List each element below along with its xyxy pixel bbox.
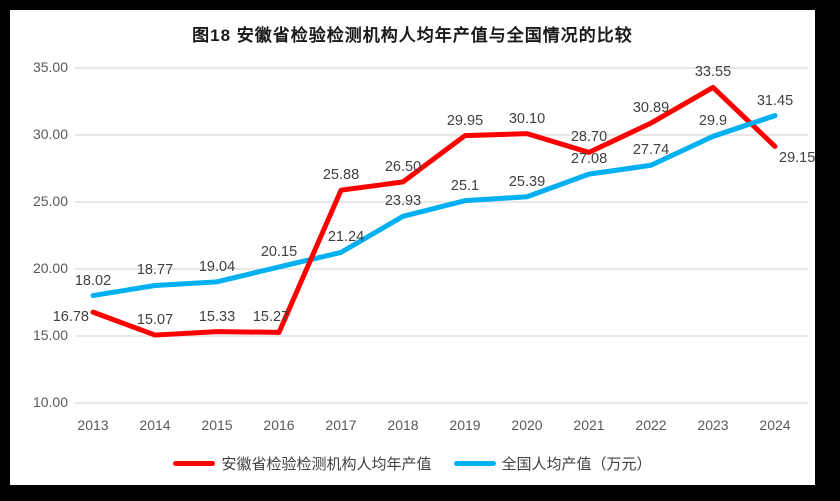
data-label-anhui: 30.10 bbox=[508, 110, 546, 127]
data-label-anhui: 15.07 bbox=[136, 312, 174, 329]
data-label-anhui: 29.95 bbox=[446, 112, 484, 129]
y-axis-tick: 15.00 bbox=[32, 327, 68, 343]
data-label-national: 23.93 bbox=[384, 193, 422, 210]
chart-card: 图18 安徽省检验检测机构人均年产值与全国情况的比较 35.00 30.00 25.… bbox=[10, 10, 815, 485]
x-axis-label: 2016 bbox=[263, 417, 295, 433]
legend-swatch-national bbox=[453, 461, 496, 466]
legend-swatch-anhui bbox=[173, 461, 216, 466]
legend-label-national: 全国人均产值（万元） bbox=[501, 456, 652, 473]
line-chart-plot-area bbox=[75, 67, 808, 404]
y-axis-tick: 25.00 bbox=[32, 193, 68, 209]
data-label-anhui: 25.88 bbox=[322, 167, 360, 184]
x-axis-label: 2017 bbox=[325, 417, 357, 433]
data-label-anhui: 33.55 bbox=[694, 64, 732, 81]
y-axis-tick: 20.00 bbox=[32, 260, 68, 276]
data-label-national: 25.39 bbox=[508, 173, 546, 190]
x-axis-label: 2024 bbox=[759, 417, 791, 433]
data-label-anhui: 16.78 bbox=[52, 309, 89, 326]
data-label-national: 18.02 bbox=[74, 272, 112, 289]
data-label-anhui: 26.50 bbox=[384, 158, 422, 175]
x-axis-label: 2018 bbox=[387, 417, 419, 433]
chart-title: 图18 安徽省检验检测机构人均年产值与全国情况的比较 bbox=[192, 26, 633, 45]
x-axis-label: 2022 bbox=[635, 417, 667, 433]
data-label-national: 31.45 bbox=[756, 92, 794, 109]
x-axis-label: 2020 bbox=[511, 417, 543, 433]
data-label-national: 21.24 bbox=[327, 229, 365, 246]
y-axis-tick: 10.00 bbox=[32, 394, 68, 410]
data-label-anhui: 30.89 bbox=[632, 100, 670, 117]
x-axis-label: 2023 bbox=[697, 417, 729, 433]
data-label-national: 18.77 bbox=[136, 262, 174, 279]
chart-legend: 安徽省检验检测机构人均年产值 全国人均产值（万元） bbox=[10, 453, 815, 474]
x-axis-label: 2019 bbox=[449, 417, 481, 433]
data-label-national: 25.1 bbox=[450, 177, 480, 194]
data-label-national: 27.74 bbox=[632, 142, 670, 159]
data-label-national: 29.9 bbox=[698, 113, 728, 130]
x-axis-label: 2014 bbox=[139, 417, 171, 433]
data-label-national: 19.04 bbox=[198, 258, 236, 275]
data-label-national: 27.08 bbox=[570, 151, 608, 168]
y-axis-tick: 30.00 bbox=[32, 126, 68, 142]
x-axis-label: 2015 bbox=[201, 417, 233, 433]
data-label-anhui: 15.33 bbox=[198, 308, 236, 325]
data-label-anhui: 15.27 bbox=[252, 309, 290, 326]
y-axis-tick: 35.00 bbox=[32, 59, 68, 75]
legend-label-anhui: 安徽省检验检测机构人均年产值 bbox=[221, 456, 432, 473]
x-axis-label: 2021 bbox=[573, 417, 605, 433]
data-label-national: 20.15 bbox=[260, 243, 298, 260]
x-axis-label: 2013 bbox=[77, 417, 109, 433]
series-line-national-overlay bbox=[710, 113, 778, 139]
series-line-national bbox=[90, 113, 778, 299]
series-line-anhui bbox=[90, 84, 778, 338]
data-label-anhui: 29.15 bbox=[779, 150, 816, 167]
data-label-anhui: 28.70 bbox=[570, 129, 608, 146]
